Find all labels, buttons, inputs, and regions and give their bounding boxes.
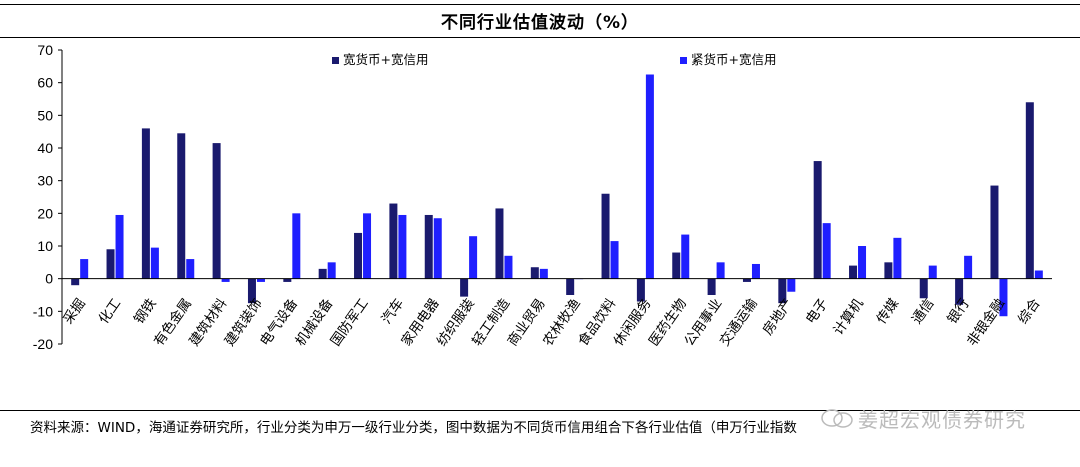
bar-wide-money bbox=[919, 278, 928, 299]
legend-swatch bbox=[332, 57, 339, 64]
legend: 宽货币+宽信用 紧货币+宽信用 bbox=[332, 52, 776, 67]
bar-tight-money bbox=[80, 259, 89, 279]
bar-wide-money bbox=[1025, 102, 1034, 279]
y-tick-label: -10 bbox=[33, 303, 53, 319]
x-category-label: 计算机 bbox=[830, 295, 867, 338]
x-category-label: 电子 bbox=[803, 296, 832, 327]
bar-tight-money bbox=[787, 278, 796, 292]
bar-tight-money bbox=[928, 265, 937, 279]
bar-tight-money bbox=[539, 268, 548, 279]
bar-tight-money bbox=[610, 241, 619, 279]
top-rule bbox=[0, 4, 1080, 5]
bar-tight-money bbox=[115, 214, 124, 279]
x-category-label: 综合 bbox=[1015, 295, 1044, 327]
y-tick-label: 30 bbox=[37, 173, 53, 189]
bar-wide-money bbox=[460, 278, 469, 297]
bar-wide-money bbox=[849, 265, 858, 279]
bar-tight-money bbox=[256, 278, 265, 282]
bar-tight-money bbox=[681, 234, 690, 279]
x-category-label: 通信 bbox=[909, 296, 938, 327]
bar-tight-money bbox=[1034, 270, 1043, 279]
x-category-label: 钢铁 bbox=[131, 295, 160, 327]
bar-wide-money bbox=[71, 278, 80, 286]
bar-wide-money bbox=[636, 278, 645, 302]
wechat-icon bbox=[821, 409, 853, 428]
bar-wide-money bbox=[566, 278, 575, 295]
bar-tight-money bbox=[645, 74, 654, 279]
bar-tight-money bbox=[398, 214, 407, 279]
bar-tight-money bbox=[751, 263, 760, 279]
bar-tight-money bbox=[964, 255, 973, 279]
bar-wide-money bbox=[742, 278, 751, 282]
bar-wide-money bbox=[177, 133, 186, 279]
y-tick-label: 40 bbox=[37, 140, 53, 156]
bar-wide-money bbox=[955, 278, 964, 305]
bar-tight-money bbox=[292, 213, 301, 279]
y-tick-label: 60 bbox=[37, 75, 53, 91]
watermark: 姜超宏观债券研究 bbox=[858, 408, 1026, 432]
bar-wide-money bbox=[530, 267, 539, 279]
bar-wide-money bbox=[141, 128, 150, 279]
bar-wide-money bbox=[318, 268, 327, 279]
y-tick-label: 50 bbox=[37, 107, 53, 123]
bar-wide-money bbox=[354, 232, 363, 279]
x-category-label: 采掘 bbox=[60, 296, 89, 327]
legend-label: 紧货币+宽信用 bbox=[691, 52, 776, 67]
bar-wide-money bbox=[389, 203, 398, 279]
legend-label: 宽货币+宽信用 bbox=[343, 52, 428, 67]
bar-wide-money bbox=[707, 278, 716, 295]
y-tick-label: 0 bbox=[45, 271, 53, 287]
y-tick-label: -20 bbox=[33, 336, 53, 352]
bar-wide-money bbox=[813, 161, 822, 279]
source-note: 资料来源：WIND，海通证券研究所，行业分类为申万一级行业分类，图中数据为不同货… bbox=[30, 420, 797, 436]
y-tick-label: 10 bbox=[37, 238, 53, 254]
bar-wide-money bbox=[247, 278, 256, 304]
y-axis: -20 -10 0 10 20 30 40 50 60 70 bbox=[33, 42, 63, 352]
chart-title: 不同行业估值波动（%） bbox=[440, 13, 640, 33]
bar-wide-money bbox=[990, 185, 999, 279]
x-category-label: 化工 bbox=[96, 296, 125, 327]
bar-wide-money bbox=[601, 193, 610, 279]
bar-chart: -20 -10 0 10 20 30 40 50 60 70 采掘 化工 钢铁有色金属建筑材料建筑装饰… bbox=[33, 42, 1052, 352]
bar-tight-money bbox=[150, 247, 159, 279]
y-tick-label: 70 bbox=[37, 42, 53, 58]
bar-tight-money bbox=[186, 259, 195, 279]
x-category-label: 传媒 bbox=[874, 295, 903, 327]
bar-tight-money bbox=[504, 255, 513, 279]
bar-tight-money bbox=[716, 262, 725, 279]
bar-tight-money bbox=[363, 213, 372, 279]
footer-rule bbox=[0, 410, 1080, 411]
bar-tight-money bbox=[469, 236, 478, 279]
x-category-label: 银行 bbox=[944, 296, 973, 327]
bar-tight-money bbox=[822, 223, 831, 279]
bar-wide-money bbox=[495, 208, 504, 279]
x-category-label: 汽车 bbox=[378, 295, 407, 327]
bar-wide-money bbox=[778, 278, 787, 304]
bar-tight-money bbox=[433, 218, 442, 279]
bar-wide-money bbox=[672, 252, 681, 279]
bar-wide-money bbox=[884, 262, 893, 279]
x-category-label: 交通运输 bbox=[716, 295, 761, 349]
bar-tight-money bbox=[999, 278, 1008, 317]
bar-tight-money bbox=[221, 278, 230, 282]
legend-swatch bbox=[680, 57, 687, 64]
x-category-label: 非银金融 bbox=[964, 295, 1008, 349]
y-tick-label: 20 bbox=[37, 205, 53, 221]
bar-wide-money bbox=[424, 214, 433, 279]
bar-wide-money bbox=[283, 278, 292, 282]
title-rule bbox=[0, 37, 1080, 38]
bar-wide-money bbox=[106, 249, 115, 279]
bar-tight-money bbox=[858, 246, 867, 279]
bar-series-group bbox=[71, 74, 1043, 317]
bar-wide-money bbox=[212, 143, 221, 279]
bar-tight-money bbox=[893, 237, 902, 279]
bar-tight-money bbox=[327, 262, 336, 279]
x-category-label: 房地产 bbox=[760, 296, 796, 338]
